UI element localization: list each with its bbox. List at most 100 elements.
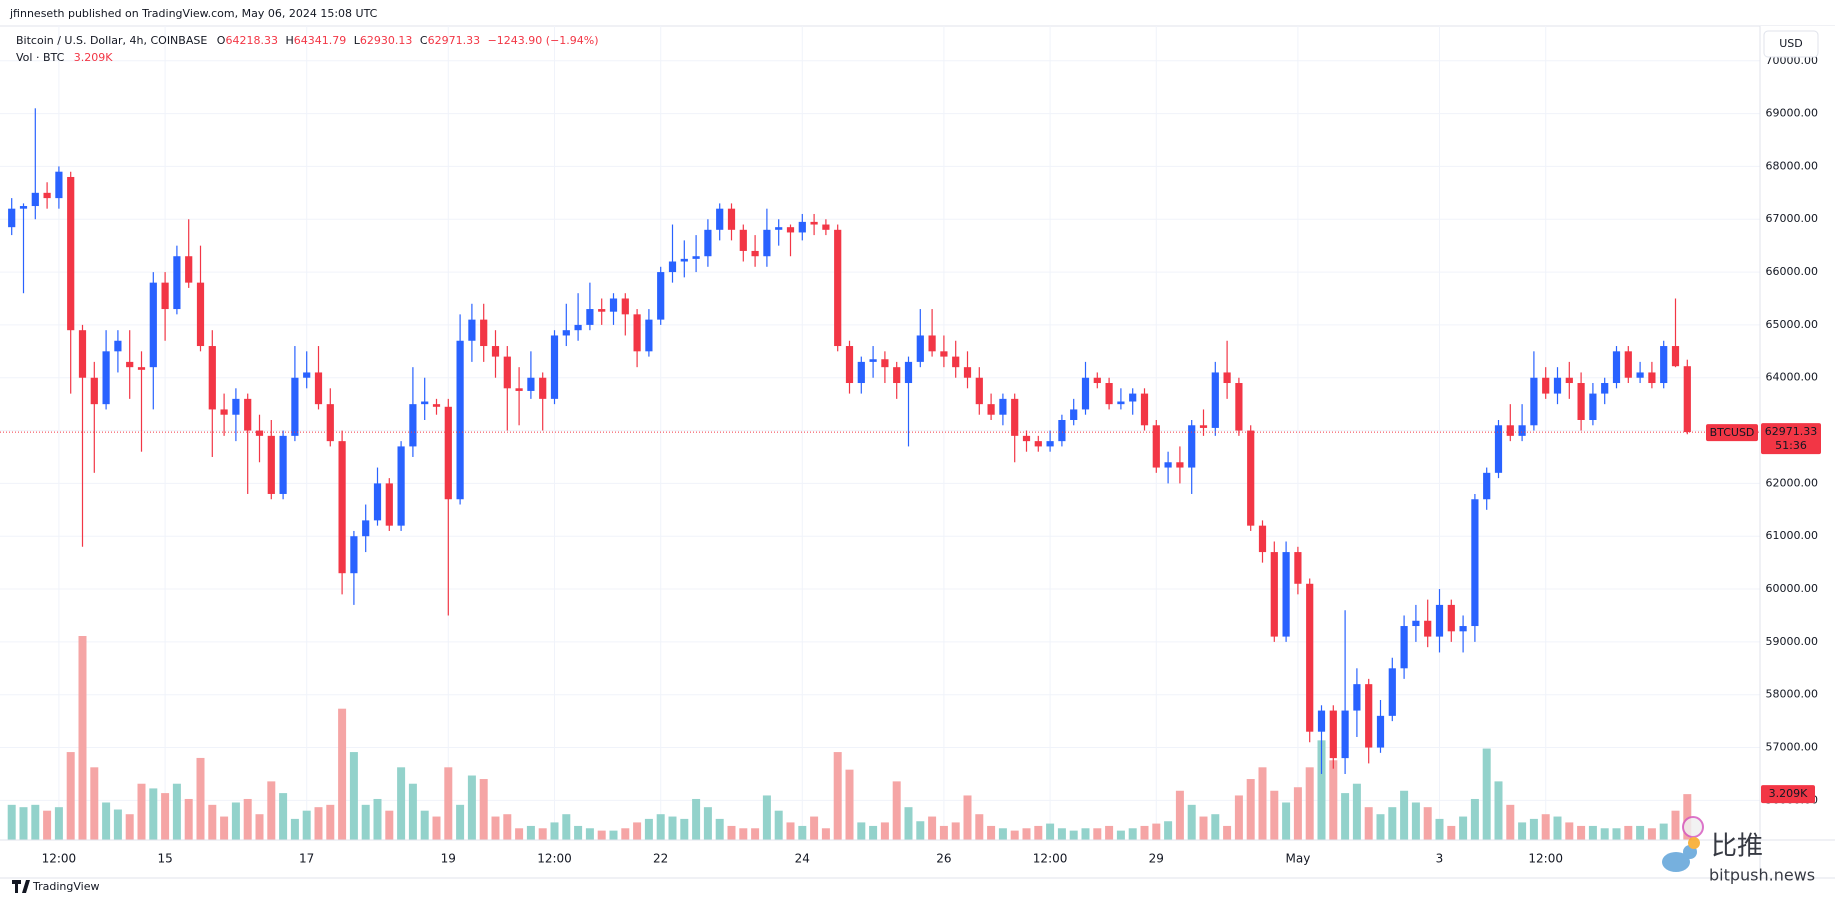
- volume-bar: [1140, 825, 1149, 840]
- ohlc-value: 64341.79: [294, 34, 347, 47]
- volume-bar: [1057, 828, 1066, 840]
- volume-bar: [656, 814, 665, 840]
- volume-bar: [420, 810, 429, 840]
- candle-body: [1140, 393, 1149, 426]
- ohlc-prefix: O: [217, 34, 226, 47]
- x-tick-label: 15: [157, 852, 172, 866]
- volume-bar: [373, 798, 382, 840]
- volume-bar: [703, 807, 712, 840]
- ohlc-prefix: L: [354, 34, 361, 47]
- candle-body: [1294, 552, 1302, 584]
- candle-body: [1235, 383, 1243, 431]
- volume-bar: [78, 636, 87, 840]
- candle-body: [126, 361, 134, 368]
- candle-body: [409, 404, 417, 447]
- candle-body: [385, 483, 393, 526]
- footer-logo[interactable]: TradingView: [12, 880, 99, 893]
- candle-body: [857, 361, 865, 384]
- logo-icon[interactable]: [12, 880, 30, 893]
- volume-bar: [715, 818, 724, 840]
- volume-bar: [762, 795, 771, 840]
- volume-bar: [1482, 748, 1491, 840]
- ohlc-value: 62971.33: [428, 34, 481, 47]
- candle-body: [503, 356, 511, 389]
- volume-bar: [1647, 828, 1656, 840]
- candle-body: [1494, 425, 1503, 473]
- candle-body: [987, 404, 995, 415]
- candle-body: [1518, 425, 1526, 436]
- volume-bar: [1506, 804, 1515, 840]
- volume-bar: [1447, 825, 1456, 840]
- volume-bar: [692, 798, 701, 840]
- ohlc-prefix: H: [285, 34, 293, 47]
- watermark-url: bitpush.news: [1709, 866, 1815, 885]
- volume-bar: [1223, 825, 1232, 840]
- candle-body: [1412, 620, 1420, 627]
- volume-bar: [1435, 818, 1444, 840]
- x-tick-label: 24: [795, 852, 810, 866]
- currency-button-box[interactable]: [1763, 30, 1819, 58]
- candle-body: [314, 372, 323, 405]
- volume-bar: [90, 767, 99, 840]
- ohlc-value: 62930.13: [360, 34, 413, 47]
- candle-body: [279, 435, 287, 494]
- candle-body: [999, 398, 1007, 415]
- volume-bar: [668, 816, 677, 840]
- volume-bar: [385, 810, 394, 840]
- watermark: 比推 bitpush.news: [1662, 816, 1815, 885]
- watermark-bird: [1662, 852, 1690, 872]
- volume-bar: [1636, 825, 1645, 840]
- volume-bar: [1317, 740, 1326, 840]
- candle-body: [645, 319, 653, 352]
- candle-body: [1164, 462, 1172, 468]
- logo-text[interactable]: TradingView: [32, 880, 99, 893]
- currency-button-label[interactable]: USD: [1779, 37, 1803, 50]
- candle-body: [1365, 684, 1373, 748]
- candle-body: [1506, 425, 1514, 436]
- candle-body: [397, 446, 405, 526]
- candle-body: [456, 340, 464, 500]
- candle-body: [291, 377, 299, 436]
- volume-bar: [1577, 825, 1586, 840]
- candle-body: [67, 176, 75, 331]
- volume-bar: [597, 830, 606, 840]
- volume-bar: [869, 825, 878, 840]
- candle-body: [1011, 398, 1019, 436]
- volume-bar: [1470, 798, 1479, 840]
- volume-bar: [491, 816, 500, 840]
- legend-line: Bitcoin / U.S. Dollar, 4h, COINBASE O642…: [16, 34, 599, 47]
- volume-bar: [1352, 783, 1361, 840]
- candle-body: [444, 406, 452, 500]
- currency-button[interactable]: USD: [1763, 30, 1819, 58]
- candle-body: [751, 250, 759, 257]
- volume-bar: [1105, 825, 1114, 840]
- candle-body: [1034, 441, 1042, 447]
- volume-label-box: [1761, 785, 1815, 804]
- volume-bar: [987, 825, 996, 840]
- candle-body: [350, 536, 358, 574]
- candle-body: [1317, 710, 1326, 732]
- candle-body: [338, 441, 346, 574]
- volume-last: 3.209K: [74, 51, 113, 64]
- volume-bar: [208, 804, 217, 840]
- volume-bar: [798, 825, 807, 840]
- price-label-box: [1761, 423, 1821, 455]
- volume-bar: [892, 781, 901, 840]
- candle-body: [244, 398, 252, 431]
- volume-bar: [821, 828, 830, 840]
- candle-body: [916, 335, 924, 362]
- y-tick-label: 61000.00: [1766, 529, 1819, 542]
- volume-bar: [633, 822, 642, 840]
- candle-body: [78, 330, 87, 378]
- candle-body: [692, 256, 700, 259]
- volume-bar: [397, 767, 406, 840]
- volume-bar: [7, 804, 16, 840]
- volume-bar: [102, 802, 111, 840]
- volume-bar: [550, 822, 559, 840]
- volume-bar: [574, 825, 583, 840]
- candle-body: [303, 372, 311, 378]
- x-tick-label: 17: [299, 852, 314, 866]
- y-tick-label: 65000.00: [1766, 318, 1819, 331]
- countdown-label: 51:36: [1775, 439, 1807, 452]
